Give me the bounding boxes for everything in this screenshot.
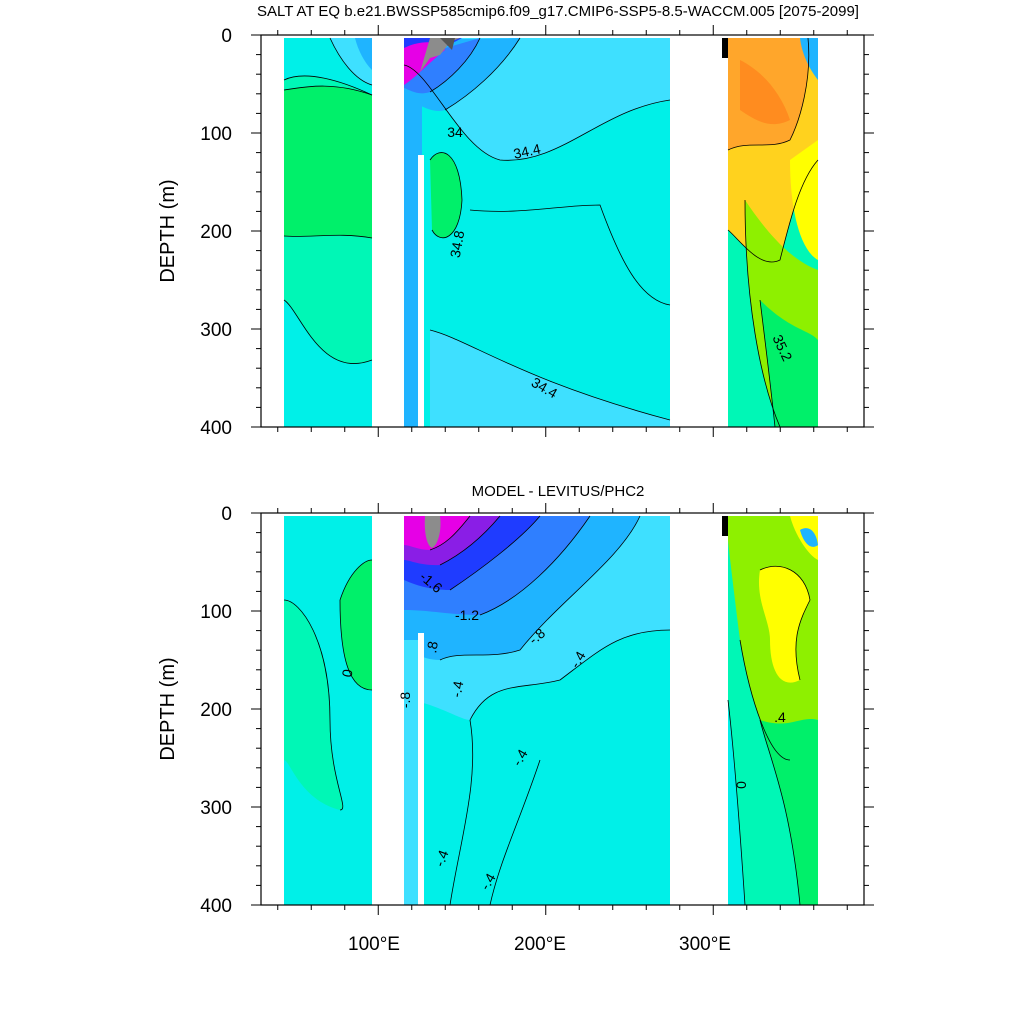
bottom-y-axis-label: DEPTH (m): [157, 657, 179, 760]
contour-label: 34.8: [447, 229, 468, 259]
x-tick-label: 200°E: [514, 934, 566, 955]
y-tick-label: 0: [221, 504, 232, 525]
y-tick-label: 300: [200, 320, 232, 341]
contour-label: -.8: [397, 692, 413, 709]
top-y-axis-label: DEPTH (m): [157, 179, 179, 282]
bottom-tick-marks: [251, 503, 874, 915]
contour-label: 0: [733, 781, 749, 789]
y-tick-label: 100: [200, 124, 232, 145]
bottom-difference-field: [261, 513, 864, 905]
contour-label: 0: [339, 668, 356, 679]
x-tick-label: 300°E: [679, 934, 731, 955]
contour-label: .4: [774, 709, 786, 725]
top-y-tick-labels: 0 100 200 300 400: [200, 26, 232, 439]
y-tick-label: 200: [200, 700, 232, 721]
top-tick-marks: [251, 25, 874, 437]
y-tick-label: 400: [200, 896, 232, 917]
y-tick-label: 300: [200, 798, 232, 819]
x-tick-label: 100°E: [348, 934, 400, 955]
contour-label: 34.4: [512, 140, 542, 161]
contour-label: -.4: [477, 870, 499, 892]
contour-label: -.4: [567, 648, 589, 670]
bottom-contour-lines: [283, 515, 811, 905]
contour-label: -.4: [431, 848, 452, 869]
contour-label: -.4: [509, 746, 531, 768]
bottom-x-tick-labels: 100°E 200°E 300°E: [348, 934, 731, 955]
contour-label: -.4: [448, 679, 467, 698]
y-tick-label: 400: [200, 418, 232, 439]
y-tick-label: 0: [221, 26, 232, 47]
bottom-y-tick-labels: 0 100 200 300 400: [200, 504, 232, 917]
contour-label: -1.2: [455, 607, 479, 623]
top-contour-lines: [283, 37, 819, 427]
top-panel-title: SALT AT EQ b.e21.BWSSP585cmip6.f09_g17.C…: [257, 3, 859, 20]
contour-label: .8: [423, 640, 441, 654]
bottom-panel-title: MODEL - LEVITUS/PHC2: [472, 483, 645, 500]
top-salinity-field: [261, 35, 864, 427]
contour-label: 34: [447, 124, 463, 140]
y-tick-label: 200: [200, 222, 232, 243]
y-tick-label: 100: [200, 602, 232, 623]
